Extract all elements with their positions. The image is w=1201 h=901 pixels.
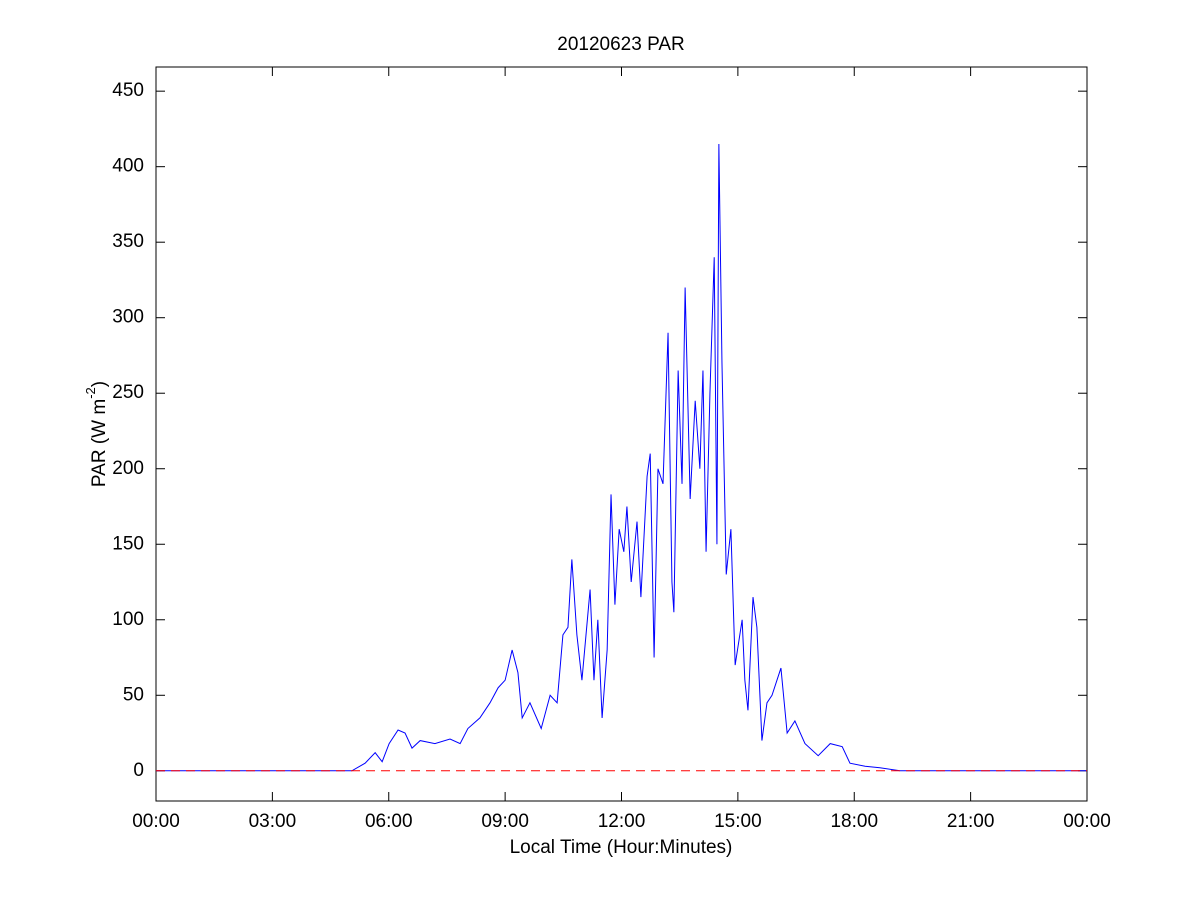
chart-title: 20120623 PAR [557,34,684,55]
y-tick-label: 200 [112,458,144,479]
y-tick-label: 250 [112,382,144,403]
x-tick-label: 18:00 [830,811,878,832]
y-axis-label: PAR (W m-2) [83,381,110,487]
y-label-suffix: ) [89,381,110,387]
y-tick-label: 350 [112,231,144,252]
x-tick-label: 06:00 [365,811,413,832]
x-tick-label: 00:00 [1063,811,1111,832]
y-tick-label: 100 [112,609,144,630]
x-tick-label: 15:00 [714,811,762,832]
data-line [156,144,1087,772]
y-tick-label: 450 [112,80,144,101]
x-axis-label: Local Time (Hour:Minutes) [510,837,733,858]
x-tick-label: 12:00 [598,811,646,832]
x-tick-label: 00:00 [132,811,180,832]
y-tick-label: 400 [112,156,144,177]
y-tick-label: 300 [112,307,144,328]
y-tick-label: 50 [123,684,144,705]
x-tick-label: 21:00 [947,811,995,832]
y-tick-label: 0 [133,760,144,781]
x-tick-label: 09:00 [481,811,529,832]
x-tick-label: 03:00 [249,811,297,832]
y-label-superscript: -2 [83,387,98,399]
y-tick-label: 150 [112,533,144,554]
y-label-text: PAR (W m [89,399,110,487]
